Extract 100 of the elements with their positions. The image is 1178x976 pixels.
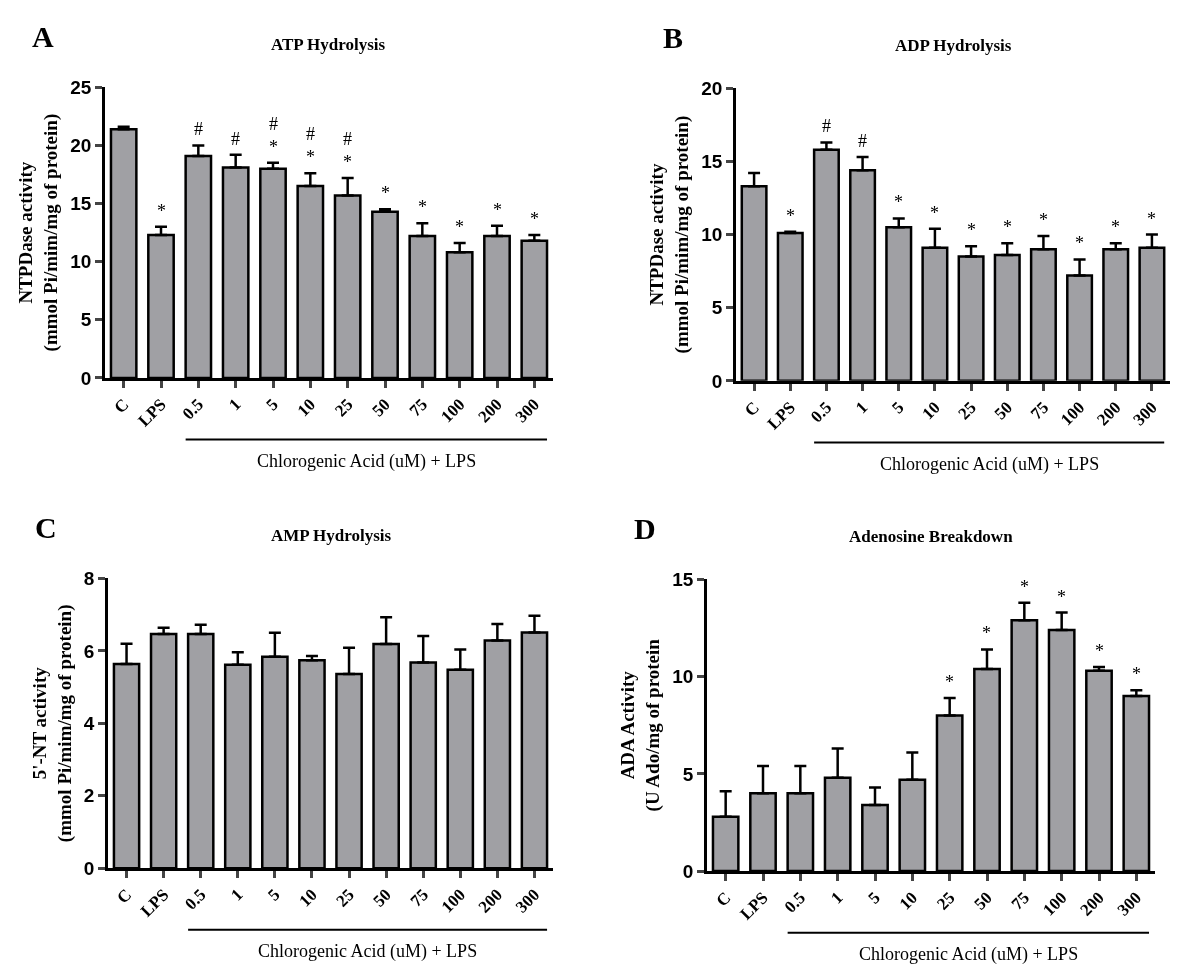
data-label: * <box>1147 209 1156 229</box>
x-tick-label: 5 <box>864 888 884 908</box>
x-tick-label: 25 <box>933 888 959 914</box>
y-tick-label: 25 <box>70 76 92 98</box>
x-tick-label: 1 <box>851 397 872 418</box>
y-tick-label: 0 <box>80 367 92 389</box>
x-tick-label: 10 <box>295 885 321 911</box>
y-tick-label: 5 <box>711 297 723 319</box>
y-tick-label: 8 <box>83 568 95 590</box>
x-tick-label: 10 <box>293 394 320 421</box>
x-tick-label: 75 <box>1026 397 1053 424</box>
data-label: * <box>930 203 939 223</box>
x-tick-label: 50 <box>368 394 394 421</box>
data-label: * <box>982 623 991 643</box>
data-label: * <box>381 183 390 203</box>
x-tick-label: 300 <box>1113 888 1146 920</box>
data-label: # * <box>306 124 315 168</box>
x-axis-title: Chlorogenic Acid (uM) + LPS <box>880 454 1100 475</box>
x-tick-label: 200 <box>474 885 507 917</box>
data-label: * <box>1039 210 1048 230</box>
data-label: * <box>1003 217 1012 237</box>
y-tick-label: 20 <box>70 135 92 157</box>
data-label: * <box>1132 664 1141 684</box>
y-tick-label: 10 <box>672 666 694 688</box>
text: B <box>663 21 684 54</box>
x-tick-label: 0.5 <box>780 888 810 917</box>
y-tick-label: 10 <box>70 251 92 273</box>
text: C <box>35 511 57 544</box>
x-tick-label: C <box>110 394 133 418</box>
data-label: * <box>945 672 954 692</box>
data-label: # <box>858 131 867 151</box>
y-tick-label: 2 <box>83 785 95 807</box>
x-tick-label: 75 <box>405 394 432 421</box>
data-label: * <box>1020 577 1029 597</box>
x-tick-label: 300 <box>511 885 544 917</box>
data-label: * <box>530 209 539 229</box>
x-tick-label: 25 <box>954 397 980 424</box>
y-tick-label: 10 <box>701 224 723 246</box>
x-tick-label: 100 <box>1056 397 1089 430</box>
text: D <box>634 512 656 545</box>
x-tick-label: 75 <box>406 885 433 911</box>
y-tick-label: 6 <box>83 640 95 662</box>
data-label: * <box>418 197 427 217</box>
x-tick-label: LPS <box>134 394 170 431</box>
x-tick-label: 100 <box>437 394 469 427</box>
data-label: * <box>1075 233 1084 253</box>
data-label: * <box>1057 587 1066 607</box>
data-label: * <box>455 217 464 237</box>
text: A <box>32 20 54 53</box>
y-tick-label: 0 <box>83 857 95 879</box>
y-axis-title: ADA Activity (U Ado/mg of protein <box>617 638 665 812</box>
x-tick-label: 1 <box>227 885 247 905</box>
x-tick-label: C <box>740 397 763 421</box>
x-tick-label: 5 <box>888 397 908 418</box>
data-label: # <box>822 116 831 136</box>
data-label: # * <box>269 114 278 158</box>
x-tick-label: 300 <box>511 394 544 427</box>
x-tick-label: 1 <box>225 394 245 415</box>
y-tick-label: 4 <box>83 712 95 734</box>
data-label: * <box>894 192 903 212</box>
x-tick-label: LPS <box>763 397 800 434</box>
x-tick-label: 5 <box>264 885 284 905</box>
x-tick-label: 50 <box>369 885 395 911</box>
y-tick-label: 0 <box>682 860 694 882</box>
x-tick-label: C <box>712 888 735 911</box>
data-label: * <box>493 200 502 220</box>
data-label: * <box>157 201 166 221</box>
y-axis-title: NTPDase activity (mmol Pi/mim/mg of protein) <box>646 115 694 354</box>
chart-title: ATP Hydrolysis <box>271 35 386 54</box>
x-tick-label: C <box>113 885 136 908</box>
y-tick-label: 0 <box>711 370 723 392</box>
x-tick-label: 5 <box>262 394 282 415</box>
chart-title: Adenosine Breakdown <box>849 527 1014 546</box>
chart-title: AMP Hydrolysis <box>271 526 392 545</box>
data-label: * <box>1111 217 1120 237</box>
x-tick-label: 75 <box>1007 888 1034 914</box>
x-axis-title: Chlorogenic Acid (uM) + LPS <box>257 451 477 472</box>
x-tick-label: 0.5 <box>181 885 210 914</box>
data-label: # <box>194 119 203 139</box>
y-tick-label: 5 <box>682 763 694 785</box>
y-tick-label: 15 <box>701 151 723 173</box>
x-tick-label: 200 <box>474 394 506 427</box>
chart-title: ADP Hydrolysis <box>895 36 1012 55</box>
x-axis-title: Chlorogenic Acid (uM) + LPS <box>258 941 478 962</box>
x-axis-title: Chlorogenic Acid (uM) + LPS <box>859 944 1079 965</box>
x-tick-label: 0.5 <box>178 394 208 424</box>
y-tick-label: 5 <box>80 309 92 331</box>
x-tick-label: 200 <box>1093 397 1125 430</box>
x-tick-label: 100 <box>437 885 470 917</box>
y-tick-label: 15 <box>70 193 92 215</box>
data-label: * <box>1095 641 1104 661</box>
x-tick-label: 100 <box>1039 888 1071 920</box>
y-tick-label: 15 <box>672 569 694 591</box>
data-label: * <box>786 206 795 226</box>
x-tick-label: 50 <box>990 397 1017 424</box>
x-tick-label: 0.5 <box>806 397 836 427</box>
y-axis-title: 5'-NT activity (mmol Pi/mim/mg of protein) <box>29 604 76 843</box>
x-tick-label: 1 <box>827 888 847 908</box>
data-label: # * <box>343 129 352 173</box>
y-axis-title: NTPDase activity (mmol Pi/mim/mg of protein) <box>15 113 63 352</box>
